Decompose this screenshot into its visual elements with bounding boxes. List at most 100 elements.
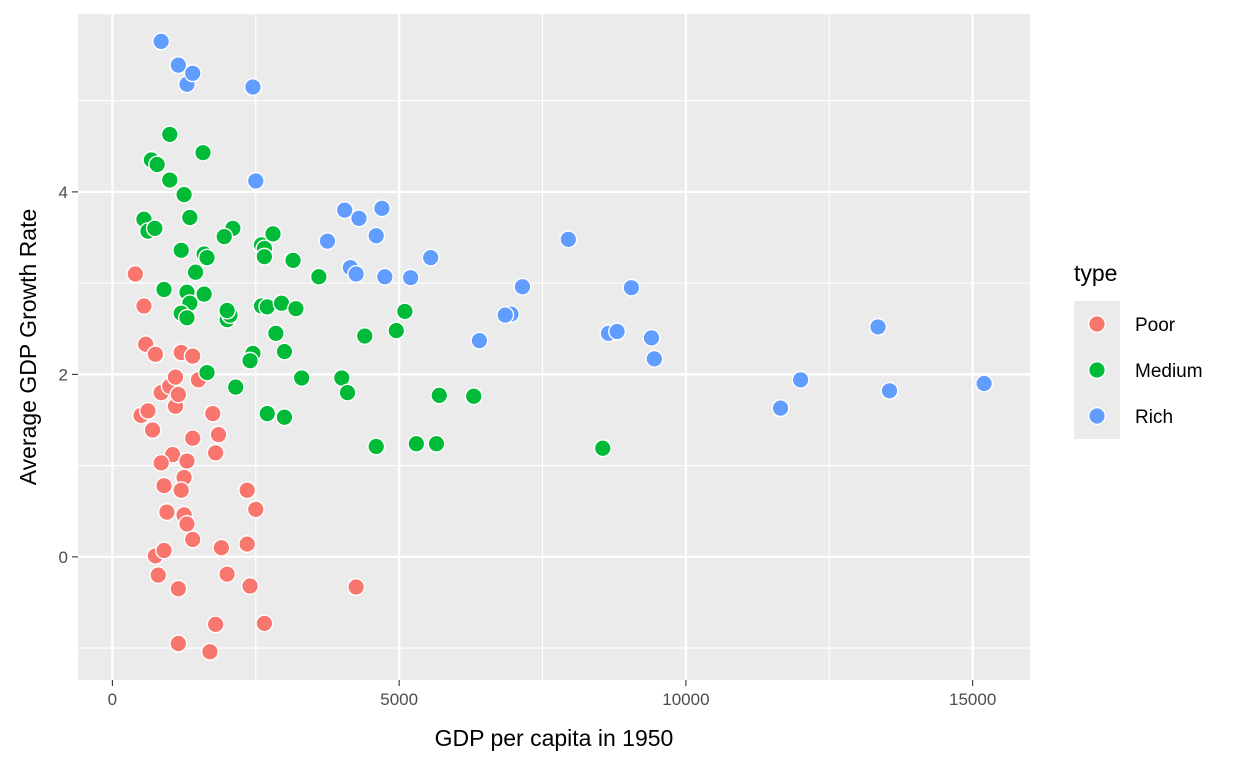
point-medium [148,155,167,174]
point-poor [169,634,188,653]
point-poor [172,481,191,500]
point-medium [338,383,357,402]
point-medium [395,302,414,321]
point-medium [241,351,260,370]
point-poor [218,565,237,584]
point-medium [430,386,449,405]
point-poor [134,296,153,315]
point-medium [195,285,214,304]
point-rich [375,267,394,286]
point-medium [367,437,386,456]
point-medium [266,324,285,343]
point-poor [177,514,196,533]
point-rich [152,32,171,51]
point-poor [152,453,171,472]
plot-panel [78,14,1030,680]
minor-gridlines [78,14,1030,680]
point-rich [975,374,994,393]
point-medium [198,363,217,382]
x-tick-label: 15000 [949,690,996,709]
legend-key-medium [1087,361,1106,380]
point-poor [183,530,202,549]
point-poor [241,577,260,596]
point-medium [177,308,196,327]
point-rich [183,64,202,83]
point-medium [198,248,217,267]
point-rich [347,265,366,284]
point-medium [160,125,179,144]
x-tick-label: 5000 [380,690,418,709]
x-tick-label: 0 [108,690,117,709]
point-poor [155,476,174,495]
y-tick-label: 0 [59,548,68,567]
point-medium [275,408,294,427]
point-medium [387,321,406,340]
point-rich [513,277,532,296]
x-axis-ticks: 0 5000 10000 15000 [108,680,996,709]
point-medium [186,263,205,282]
point-medium [427,434,446,453]
point-medium [593,439,612,458]
point-poor [166,368,185,387]
point-rich [880,381,899,400]
point-rich [771,399,790,418]
y-axis-title: Average GDP Growth Rate [15,209,41,486]
point-rich [335,201,354,220]
legend-label-rich: Rich [1135,407,1173,428]
data-points [126,32,994,661]
point-medium [309,267,328,286]
point-medium [172,241,191,260]
point-rich [608,322,627,341]
legend-key-poor [1087,315,1106,334]
point-poor [183,429,202,448]
point-poor [200,642,219,661]
point-poor [347,577,366,596]
point-medium [407,434,426,453]
point-poor [238,535,257,554]
y-tick-label: 2 [59,365,68,384]
y-tick-label: 4 [59,183,68,202]
point-medium [355,327,374,346]
point-poor [149,566,168,585]
point-poor [169,579,188,598]
point-medium [145,219,164,238]
major-gridlines [78,14,1030,680]
point-poor [146,345,165,364]
point-poor [126,265,145,284]
point-poor [138,401,157,420]
point-medium [226,378,245,397]
point-poor [209,425,228,444]
point-poor [238,481,257,500]
point-poor [183,347,202,366]
point-poor [206,615,225,634]
point-rich [559,230,578,249]
point-rich [645,349,664,368]
point-medium [175,185,194,204]
point-medium [215,227,234,246]
point-poor [157,503,176,522]
legend-label-poor: Poor [1135,315,1176,336]
point-rich [401,268,420,287]
x-axis-title: GDP per capita in 1950 [435,725,674,751]
point-medium [258,404,277,423]
point-poor [203,404,222,423]
point-medium [218,301,237,320]
point-rich [367,226,386,245]
legend-label-medium: Medium [1135,361,1203,382]
point-medium [180,208,199,227]
legend-key-rich [1087,407,1106,426]
point-medium [155,280,174,299]
point-rich [372,199,391,218]
point-poor [177,452,196,471]
point-poor [255,614,274,633]
point-rich [421,248,440,267]
legend: type Poor Medium Rich [1074,260,1203,439]
point-medium [292,369,311,388]
y-axis-ticks: 0 2 4 [59,183,78,567]
point-poor [155,541,174,560]
point-poor [206,443,225,462]
x-tick-label: 10000 [662,690,709,709]
point-poor [143,421,162,440]
legend-title: type [1074,260,1117,286]
